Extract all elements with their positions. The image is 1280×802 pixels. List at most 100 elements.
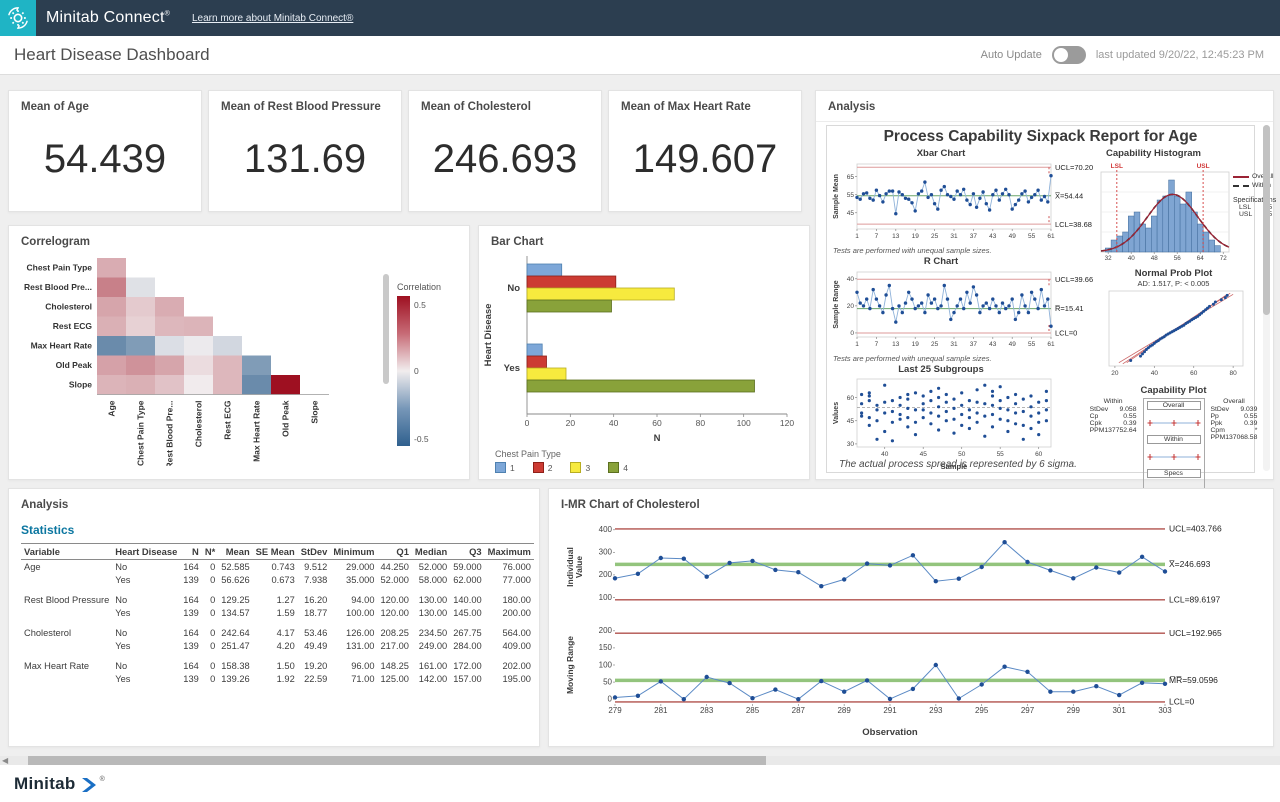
svg-text:287: 287	[792, 706, 806, 715]
svg-text:60: 60	[1190, 370, 1198, 377]
imr-chart: 100200300400UCL=403.766X̅=246.693LCL=89.…	[559, 515, 1273, 743]
svg-text:279: 279	[608, 706, 622, 715]
svg-text:Observation: Observation	[862, 727, 918, 738]
svg-text:37: 37	[970, 341, 978, 348]
svg-text:80: 80	[696, 418, 706, 428]
r-chart: 0204017131925313743495561UCL=39.66R̅=15.…	[831, 267, 1093, 354]
svg-text:Max Heart Rate: Max Heart Rate	[252, 400, 262, 462]
svg-text:Max Heart Rate: Max Heart Rate	[31, 340, 93, 350]
svg-text:LCL=38.68: LCL=38.68	[1055, 220, 1092, 229]
svg-text:200: 200	[599, 626, 613, 635]
panel-title: I-MR Chart of Cholesterol	[549, 489, 1273, 515]
svg-text:0: 0	[525, 418, 530, 428]
minitab-chevron-icon	[81, 777, 99, 793]
stats-col-header: SE Mean	[253, 544, 298, 560]
panel-title: Bar Chart	[479, 226, 809, 252]
kpi-value: 54.439	[9, 137, 201, 182]
svg-text:291: 291	[883, 706, 897, 715]
kpi-card-rest-bp: Mean of Rest Blood Pressure 131.69	[208, 90, 402, 212]
svg-text:R̅=15.41: R̅=15.41	[1054, 304, 1083, 313]
svg-text:40: 40	[881, 451, 889, 458]
svg-text:61: 61	[1047, 341, 1055, 348]
svg-text:Age: Age	[107, 400, 117, 416]
svg-text:43: 43	[989, 341, 997, 348]
stats-col-header: Variable	[21, 544, 112, 560]
statistics-link[interactable]: Statistics	[9, 515, 539, 543]
hist-title: Capability Histogram	[1095, 148, 1252, 159]
svg-text:40: 40	[609, 418, 619, 428]
svg-text:20: 20	[1111, 370, 1119, 377]
svg-text:LCL=0: LCL=0	[1169, 697, 1195, 707]
svg-text:293: 293	[929, 706, 943, 715]
auto-update-toggle[interactable]	[1052, 46, 1086, 64]
svg-text:295: 295	[975, 706, 989, 715]
kpi-card-max-hr: Mean of Max Heart Rate 149.607	[608, 90, 802, 212]
svg-text:Values: Values	[833, 402, 840, 424]
sixpack-scrollbar[interactable]	[1263, 125, 1270, 471]
stats-col-header: N	[180, 544, 202, 560]
capability-plot: WithinStDev9.058Cp0.55Cpk0.39PPM137752.6…	[1095, 398, 1252, 500]
learn-more-link[interactable]: Learn more about Minitab Connect®	[192, 13, 353, 24]
svg-text:Rest Blood Pre...: Rest Blood Pre...	[165, 401, 175, 467]
svg-text:60: 60	[652, 418, 662, 428]
kpi-value: 131.69	[209, 137, 401, 182]
svg-text:UCL=70.20: UCL=70.20	[1055, 163, 1093, 172]
svg-text:303: 303	[1158, 706, 1172, 715]
stats-col-header: Maximum	[485, 544, 534, 560]
svg-text:40: 40	[1150, 370, 1158, 377]
svg-text:No: No	[507, 283, 520, 294]
svg-text:80: 80	[1229, 370, 1237, 377]
svg-text:281: 281	[654, 706, 668, 715]
panel-title: Correlogram	[9, 226, 469, 252]
svg-text:0: 0	[608, 695, 613, 704]
correlogram-panel: Correlogram Chest Pain TypeRest Blood Pr…	[8, 225, 470, 480]
kpi-card-age: Mean of Age 54.439	[8, 90, 202, 212]
horizontal-scrollbar[interactable]: ◀	[0, 756, 1280, 765]
sixpack-analysis-panel: Analysis Process Capability Sixpack Repo…	[815, 90, 1274, 480]
svg-text:300: 300	[599, 548, 613, 557]
brand-title: Minitab Connect®	[46, 9, 170, 27]
svg-text:55: 55	[1028, 341, 1036, 348]
svg-text:Slope: Slope	[69, 379, 92, 389]
probplot-title: Normal Prob Plot	[1095, 268, 1252, 279]
capability-stats: OverallStDev9.039Pp0.55Ppk0.39Cpm*PPM137…	[1211, 398, 1258, 500]
svg-text:X̅=246.693: X̅=246.693	[1169, 559, 1211, 569]
svg-text:Sample Mean: Sample Mean	[833, 174, 840, 219]
svg-text:Rest ECG: Rest ECG	[53, 321, 93, 331]
svg-text:0: 0	[850, 330, 854, 337]
capplot-title: Capability Plot	[1095, 385, 1252, 396]
bar-chart-panel: Bar Chart NoYes020406080100120NHeart Dis…	[478, 225, 810, 480]
svg-text:Old Peak: Old Peak	[56, 360, 93, 370]
correlation-colorbar: Correlation 0.5 0 -0.5	[397, 282, 455, 446]
scroll-left-arrow[interactable]: ◀	[2, 756, 8, 765]
correlogram-scrollbar[interactable]	[383, 266, 389, 446]
bar-chart-legend: Chest Pain Type 1234	[495, 449, 628, 473]
scrollbar-thumb[interactable]	[28, 756, 766, 765]
svg-text:299: 299	[1067, 706, 1081, 715]
svg-text:60: 60	[1035, 451, 1043, 458]
stats-col-header: Q1	[377, 544, 411, 560]
svg-text:50: 50	[603, 677, 612, 686]
svg-text:Sample Range: Sample Range	[833, 280, 840, 328]
svg-text:Heart Disease: Heart Disease	[483, 304, 494, 367]
svg-text:31: 31	[950, 233, 958, 240]
last25-title: Last 25 Subgroups	[831, 364, 1093, 375]
minitab-connect-logo[interactable]	[0, 0, 36, 36]
capability-intervals: OverallWithinSpecs	[1143, 398, 1205, 500]
legend-title: Chest Pain Type	[495, 449, 628, 459]
kpi-value: 246.693	[409, 137, 601, 182]
svg-text:400: 400	[599, 525, 613, 534]
kpi-label: Mean of Rest Blood Pressure	[209, 91, 401, 117]
svg-text:Old Peak: Old Peak	[281, 400, 291, 437]
svg-text:25: 25	[931, 341, 939, 348]
svg-text:31: 31	[950, 341, 958, 348]
footer-brand: Minitab	[14, 774, 76, 794]
statistics-table: VariableHeart DiseaseNN*MeanSE MeanStDev…	[21, 543, 534, 685]
r-chart-title: R Chart	[831, 256, 1093, 267]
stats-row: Max Heart RateNo1640158.381.5019.2096.00…	[21, 659, 534, 672]
stats-col-header: Q3	[450, 544, 484, 560]
stats-analysis-panel: Analysis Statistics VariableHeart Diseas…	[8, 488, 540, 747]
svg-text:45: 45	[847, 418, 855, 425]
panel-title: Analysis	[9, 489, 539, 515]
svg-text:Rest Blood Pre...: Rest Blood Pre...	[24, 282, 92, 292]
